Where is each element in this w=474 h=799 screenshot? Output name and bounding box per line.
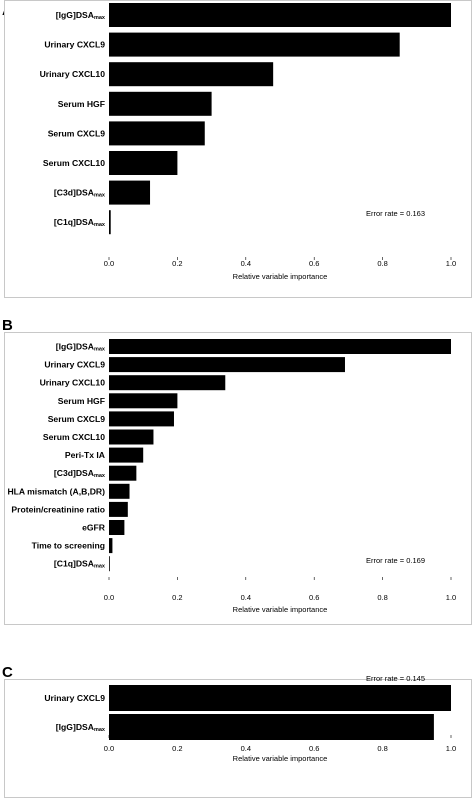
category-label: Time to screening — [32, 541, 105, 551]
bar-b-4 — [109, 411, 174, 427]
panel-letter-b: B — [2, 317, 13, 334]
category-label: Protein/creatinine ratio — [11, 504, 105, 514]
x-tick-label: 0.8 — [377, 259, 387, 268]
category-label: [IgG]DSAmax — [56, 722, 106, 733]
x-tick-label: 0.8 — [377, 593, 387, 602]
panel-letter-c: C — [2, 664, 13, 681]
category-label: [IgG]DSAmax — [56, 10, 106, 21]
category-label: [C3d]DSAmax — [54, 188, 106, 199]
x-tick-label: 0.0 — [104, 744, 114, 753]
bar-b-6 — [109, 447, 144, 463]
bar-b-12 — [109, 556, 110, 572]
x-tick-label: 0.0 — [104, 259, 114, 268]
bar-b-10 — [109, 520, 125, 535]
bar-b-2 — [109, 375, 226, 391]
bar-a-5 — [109, 151, 178, 175]
category-label: [C1q]DSAmax — [54, 217, 106, 228]
category-label: Serum CXCL9 — [48, 128, 106, 138]
x-tick-label: 1.0 — [446, 593, 456, 602]
bar-b-0 — [109, 339, 451, 354]
x-tick-label: 0.4 — [241, 744, 251, 753]
bar-a-3 — [109, 91, 212, 116]
bar-a-1 — [109, 32, 400, 57]
bar-c-0 — [109, 685, 451, 711]
x-axis-label: Relative variable importance — [233, 754, 328, 763]
bar-a-4 — [109, 121, 205, 146]
x-tick-label: 0.8 — [377, 744, 387, 753]
bar-a-6 — [109, 180, 151, 205]
bar-c-1 — [109, 714, 434, 740]
category-label: [C1q]DSAmax — [54, 559, 106, 570]
bar-b-11 — [109, 538, 113, 554]
chart-b: [IgG]DSAmax Urinary CXCL9 Urinary CXCL10 Se… — [7, 339, 456, 614]
x-tick-label: 0.2 — [172, 259, 182, 268]
x-tick-label: 0.0 — [104, 593, 114, 602]
x-tick-label: 0.2 — [172, 593, 182, 602]
category-label: Urinary CXCL10 — [40, 69, 106, 79]
category-label: Peri-Tx IA — [65, 450, 105, 460]
category-label: eGFR — [82, 523, 106, 533]
bar-a-0 — [109, 3, 451, 27]
category-label: Serum CXCL10 — [43, 158, 105, 168]
category-label: [IgG]DSAmax — [56, 342, 106, 353]
panel-b: B [IgG]DSAmax Urinary CXCL9 Urinary CXCL10… — [0, 316, 474, 625]
panel-b-frame — [4, 332, 472, 625]
panel-c: C Urinary CXCL9 [IgG]DSAmax 0.0 0.2 0.4 0.6 0.… — [0, 664, 474, 799]
category-label: Serum HGF — [58, 396, 105, 406]
x-tick-label: 0.4 — [241, 593, 251, 602]
bar-a-2 — [109, 62, 274, 87]
category-label: HLA mismatch (A,B,DR) — [7, 486, 105, 496]
x-tick-label: 1.0 — [446, 259, 456, 268]
bar-b-3 — [109, 393, 178, 409]
error-rate-annotation: Error rate = 0.145 — [366, 674, 425, 683]
category-label: Serum CXCL9 — [48, 414, 106, 424]
category-label: [C3d]DSAmax — [54, 468, 106, 479]
category-label: Urinary CXCL9 — [44, 693, 105, 703]
category-label: Urinary CXCL9 — [44, 40, 105, 50]
category-label: Urinary CXCL10 — [40, 378, 106, 388]
error-rate-annotation: Error rate = 0.169 — [366, 556, 425, 565]
x-axis-label: Relative variable importance — [233, 605, 328, 614]
bar-b-1 — [109, 357, 345, 373]
chart-a: [IgG]DSAmax Urinary CXCL9 Urinary CXCL10 Se… — [40, 3, 456, 281]
bar-b-5 — [109, 429, 154, 445]
chart-c: Urinary CXCL9 [IgG]DSAmax 0.0 0.2 0.4 0.6 0.8 1… — [44, 674, 456, 763]
x-tick-label: 0.6 — [309, 259, 319, 268]
category-label: Serum HGF — [58, 99, 105, 109]
x-tick-label: 0.2 — [172, 744, 182, 753]
category-label: Serum CXCL10 — [43, 432, 105, 442]
x-tick-label: 0.6 — [309, 744, 319, 753]
category-label: Urinary CXCL9 — [44, 360, 105, 370]
bar-b-7 — [109, 465, 137, 481]
bar-b-9 — [109, 501, 128, 517]
x-axis-label: Relative variable importance — [233, 272, 328, 281]
error-rate-annotation: Error rate = 0.163 — [366, 209, 425, 218]
x-tick-label: 0.6 — [309, 593, 319, 602]
x-tick-label: 1.0 — [446, 744, 456, 753]
bar-b-8 — [109, 483, 130, 499]
bar-a-7 — [109, 210, 111, 235]
x-tick-label: 0.4 — [241, 259, 251, 268]
